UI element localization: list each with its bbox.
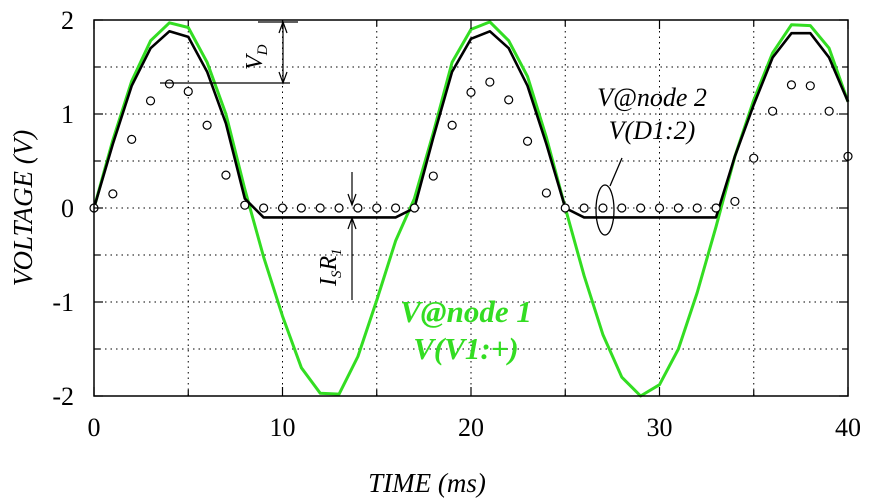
data-point-node2 <box>391 203 401 213</box>
isr-label-r: R <box>316 256 342 272</box>
x-axis-title: TIME (ms) <box>368 468 486 498</box>
isr-label: ISR1 <box>316 248 345 287</box>
y-tick-label: 2 <box>61 6 74 35</box>
data-point-node2 <box>654 203 665 213</box>
data-point-node2 <box>447 120 457 130</box>
vd-arrow-head-top <box>278 20 288 34</box>
data-point-node2 <box>560 203 570 213</box>
x-tick-label: 20 <box>458 413 484 442</box>
data-point-node2 <box>786 80 797 90</box>
series-line-node1 <box>92 20 850 398</box>
data-point-node2 <box>485 77 495 87</box>
y-tick-label: 0 <box>61 194 74 223</box>
data-point-node2 <box>164 79 174 89</box>
y-tick-label: -1 <box>52 288 74 317</box>
y-tick-label: 1 <box>61 100 74 129</box>
data-point-node2 <box>805 81 815 91</box>
data-point-node2 <box>334 203 344 213</box>
data-point-node2 <box>240 200 250 210</box>
node2-ellipse <box>595 184 615 236</box>
data-point-node2 <box>202 120 212 130</box>
y-tick-label: -2 <box>52 382 74 411</box>
data-point-node2 <box>127 134 137 144</box>
x-tick-label: 40 <box>835 413 861 442</box>
y-axis-title: VOLTAGE (V) <box>8 130 38 286</box>
data-point-node2 <box>673 203 683 213</box>
data-point-node2 <box>296 203 306 213</box>
data-point-node2 <box>541 188 552 198</box>
data-point-node2 <box>428 171 438 181</box>
data-point-node2 <box>372 203 382 213</box>
data-point-node2 <box>692 203 702 213</box>
data-point-node2 <box>579 203 589 213</box>
data-point-node2 <box>315 203 325 213</box>
isr-arrow-head-lower <box>347 216 357 230</box>
series-layer <box>89 20 853 398</box>
node2-pointer <box>609 157 623 187</box>
data-point-node2 <box>767 106 778 116</box>
node1-annotation: V@node 1 V(V1:+) <box>400 294 532 366</box>
data-point-node2 <box>730 196 740 207</box>
vd-annotation: VD <box>160 20 298 85</box>
data-point-node2 <box>711 203 721 213</box>
data-point-node2 <box>504 95 514 105</box>
x-tick-label: 10 <box>270 413 296 442</box>
x-tick-label: 30 <box>647 413 673 442</box>
data-point-node2 <box>108 189 118 199</box>
data-point-node2 <box>353 203 363 213</box>
vd-label-sub: D <box>255 44 271 56</box>
tick-labels: 0 10 20 30 40 -2 -1 0 1 2 <box>52 6 861 442</box>
node2-label-line2: V(D1:2) <box>609 116 696 145</box>
isr-label-s: S <box>329 270 345 278</box>
data-point-node2 <box>749 153 759 163</box>
vd-label: VD <box>242 44 271 70</box>
node1-label-line1: V@node 1 <box>400 294 532 329</box>
data-point-node2 <box>466 87 476 97</box>
data-point-node2 <box>522 136 533 146</box>
node2-label-line1: V@node 2 <box>597 83 707 112</box>
data-point-node2 <box>259 203 269 213</box>
data-point-node2 <box>636 203 646 213</box>
isr-label-1: 1 <box>329 248 345 256</box>
data-point-node2 <box>277 203 288 213</box>
isr-label-i: I <box>316 277 342 287</box>
data-point-node2 <box>617 203 627 213</box>
data-point-node2 <box>409 203 420 213</box>
data-point-node2 <box>145 96 156 106</box>
series-line-d1 <box>92 29 850 219</box>
vd-arrow-head-bottom <box>278 71 288 85</box>
data-point-node2 <box>221 170 231 180</box>
data-point-node2 <box>598 203 608 213</box>
isr-arrow-head-upper <box>347 193 357 207</box>
isr-annotation: ISR1 <box>316 172 357 300</box>
x-tick-label: 0 <box>88 413 101 442</box>
node2-annotation: V@node 2 V(D1:2) <box>595 83 707 236</box>
node1-label-line2: V(V1:+) <box>413 331 519 366</box>
data-point-node2 <box>824 106 834 116</box>
data-point-node2 <box>183 86 193 97</box>
vd-label-main: V <box>242 53 268 70</box>
